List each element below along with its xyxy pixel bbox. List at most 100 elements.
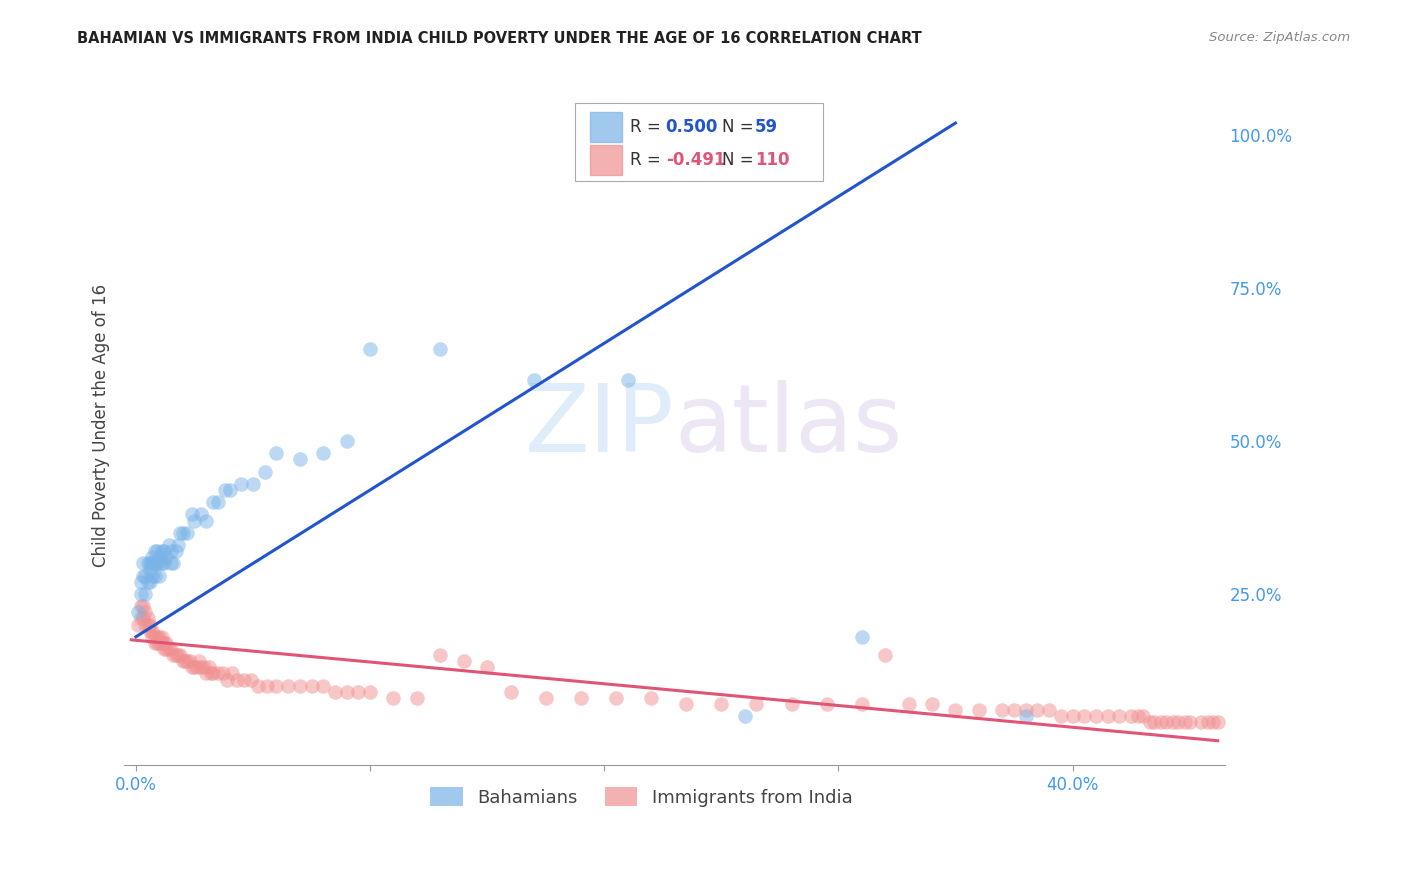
Point — [1174, 715, 1197, 730]
Point — [1178, 715, 1201, 730]
Point — [150, 544, 173, 558]
Point — [143, 568, 166, 582]
Point — [134, 617, 156, 632]
Point — [186, 660, 208, 674]
Text: ZIP: ZIP — [524, 380, 675, 472]
Point — [146, 544, 169, 558]
Point — [132, 599, 155, 614]
Point — [155, 636, 177, 650]
Point — [266, 446, 288, 460]
Point — [217, 673, 239, 687]
Point — [162, 557, 184, 571]
Point — [1002, 703, 1025, 717]
Point — [202, 666, 225, 681]
Point — [453, 654, 475, 668]
Point — [1026, 703, 1049, 717]
Point — [176, 654, 198, 668]
Point — [150, 636, 173, 650]
Point — [256, 679, 278, 693]
Text: BAHAMIAN VS IMMIGRANTS FROM INDIA CHILD POVERTY UNDER THE AGE OF 16 CORRELATION : BAHAMIAN VS IMMIGRANTS FROM INDIA CHILD … — [77, 31, 922, 46]
Point — [1132, 709, 1154, 723]
Point — [359, 343, 381, 357]
Point — [288, 679, 311, 693]
Point — [1015, 703, 1038, 717]
Point — [266, 679, 288, 693]
Point — [710, 697, 733, 711]
Point — [155, 550, 177, 565]
Point — [160, 557, 183, 571]
Point — [475, 660, 498, 674]
Text: N =: N = — [721, 118, 759, 136]
Point — [242, 476, 264, 491]
Point — [221, 666, 243, 681]
Point — [207, 666, 229, 681]
Point — [569, 690, 592, 705]
Point — [153, 642, 176, 657]
Point — [139, 562, 162, 576]
Point — [232, 673, 254, 687]
Point — [174, 654, 197, 668]
Point — [382, 690, 405, 705]
Point — [146, 557, 169, 571]
Point — [1139, 715, 1161, 730]
Point — [211, 666, 233, 681]
Point — [183, 514, 205, 528]
Point — [143, 636, 166, 650]
Point — [523, 373, 546, 387]
Point — [1084, 709, 1107, 723]
Point — [148, 636, 170, 650]
Point — [1015, 709, 1038, 723]
FancyBboxPatch shape — [589, 145, 621, 175]
Point — [875, 648, 897, 662]
Point — [146, 636, 169, 650]
FancyBboxPatch shape — [589, 112, 621, 142]
Point — [190, 660, 212, 674]
Text: atlas: atlas — [675, 380, 903, 472]
Point — [851, 630, 873, 644]
FancyBboxPatch shape — [575, 103, 823, 181]
Point — [406, 690, 429, 705]
Point — [429, 343, 451, 357]
Point — [734, 709, 756, 723]
Point — [136, 574, 159, 589]
Point — [141, 630, 163, 644]
Text: R =: R = — [630, 151, 666, 169]
Point — [1049, 709, 1071, 723]
Point — [169, 525, 191, 540]
Point — [745, 697, 768, 711]
Point — [200, 666, 222, 681]
Point — [780, 697, 803, 711]
Point — [132, 568, 155, 582]
Point — [253, 465, 276, 479]
Text: Source: ZipAtlas.com: Source: ZipAtlas.com — [1209, 31, 1350, 45]
Point — [288, 452, 311, 467]
Y-axis label: Child Poverty Under the Age of 16: Child Poverty Under the Age of 16 — [93, 285, 110, 567]
Point — [1073, 709, 1095, 723]
Point — [139, 617, 162, 632]
Point — [188, 654, 211, 668]
Point — [169, 648, 191, 662]
Point — [323, 685, 346, 699]
Point — [167, 538, 190, 552]
Point — [150, 557, 173, 571]
Point — [312, 679, 335, 693]
Point — [347, 685, 370, 699]
Point — [945, 703, 967, 717]
Point — [136, 611, 159, 625]
Text: N =: N = — [721, 151, 759, 169]
Point — [1143, 715, 1166, 730]
Point — [239, 673, 262, 687]
Point — [616, 373, 638, 387]
Point — [176, 525, 198, 540]
Point — [141, 557, 163, 571]
Point — [301, 679, 323, 693]
Point — [921, 697, 943, 711]
Text: 110: 110 — [755, 151, 789, 169]
Point — [1161, 715, 1184, 730]
Point — [172, 525, 194, 540]
Point — [815, 697, 838, 711]
Point — [153, 557, 176, 571]
Point — [134, 587, 156, 601]
Point — [1202, 715, 1225, 730]
Point — [225, 673, 247, 687]
